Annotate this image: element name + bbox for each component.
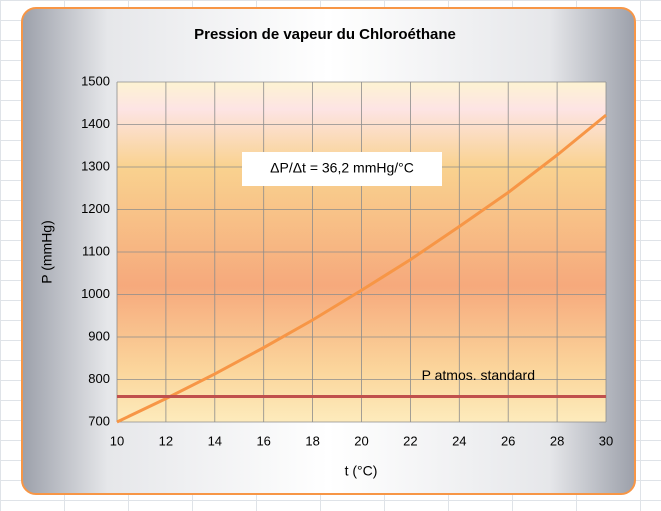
x-tick-label: 24 <box>452 433 466 448</box>
y-tick-label: 1400 <box>81 116 110 131</box>
annotation-box <box>242 152 442 186</box>
chart-title: Pression de vapeur du Chloroéthane <box>194 26 456 43</box>
x-tick-label: 16 <box>256 433 270 448</box>
x-tick-label: 28 <box>550 433 564 448</box>
x-tick-label: 14 <box>208 433 222 448</box>
x-tick-label: 30 <box>599 433 613 448</box>
y-tick-label: 900 <box>88 328 110 343</box>
x-tick-label: 26 <box>501 433 515 448</box>
y-tick-label: 1100 <box>82 243 110 258</box>
series-label: P atmos. standard <box>422 367 535 383</box>
x-axis-label: t (°C) <box>345 463 378 479</box>
y-tick-label: 700 <box>88 413 110 428</box>
x-tick-label: 18 <box>305 433 319 448</box>
annotation: ΔP/Δt = 36,2 mmHg/°C <box>270 160 414 176</box>
y-axis-label: P (mmHg) <box>39 220 55 284</box>
x-tick-label: 10 <box>110 433 124 448</box>
y-tick-label: 1000 <box>81 286 110 301</box>
y-tick-label: 800 <box>88 371 110 386</box>
series-line <box>116 113 607 424</box>
y-tick-label: 1200 <box>81 201 110 216</box>
x-tick-label: 12 <box>159 433 173 448</box>
x-tick-label: 22 <box>403 433 417 448</box>
marks: P atmos. standard <box>116 113 607 424</box>
grid: 700 800 900 1000 1100 1200 1300 1400 1500 10 12 14 1… <box>81 73 613 448</box>
x-tick-label: 20 <box>354 433 368 448</box>
y-tick-label: 1300 <box>81 158 110 173</box>
y-tick-label: 1500 <box>81 73 110 88</box>
